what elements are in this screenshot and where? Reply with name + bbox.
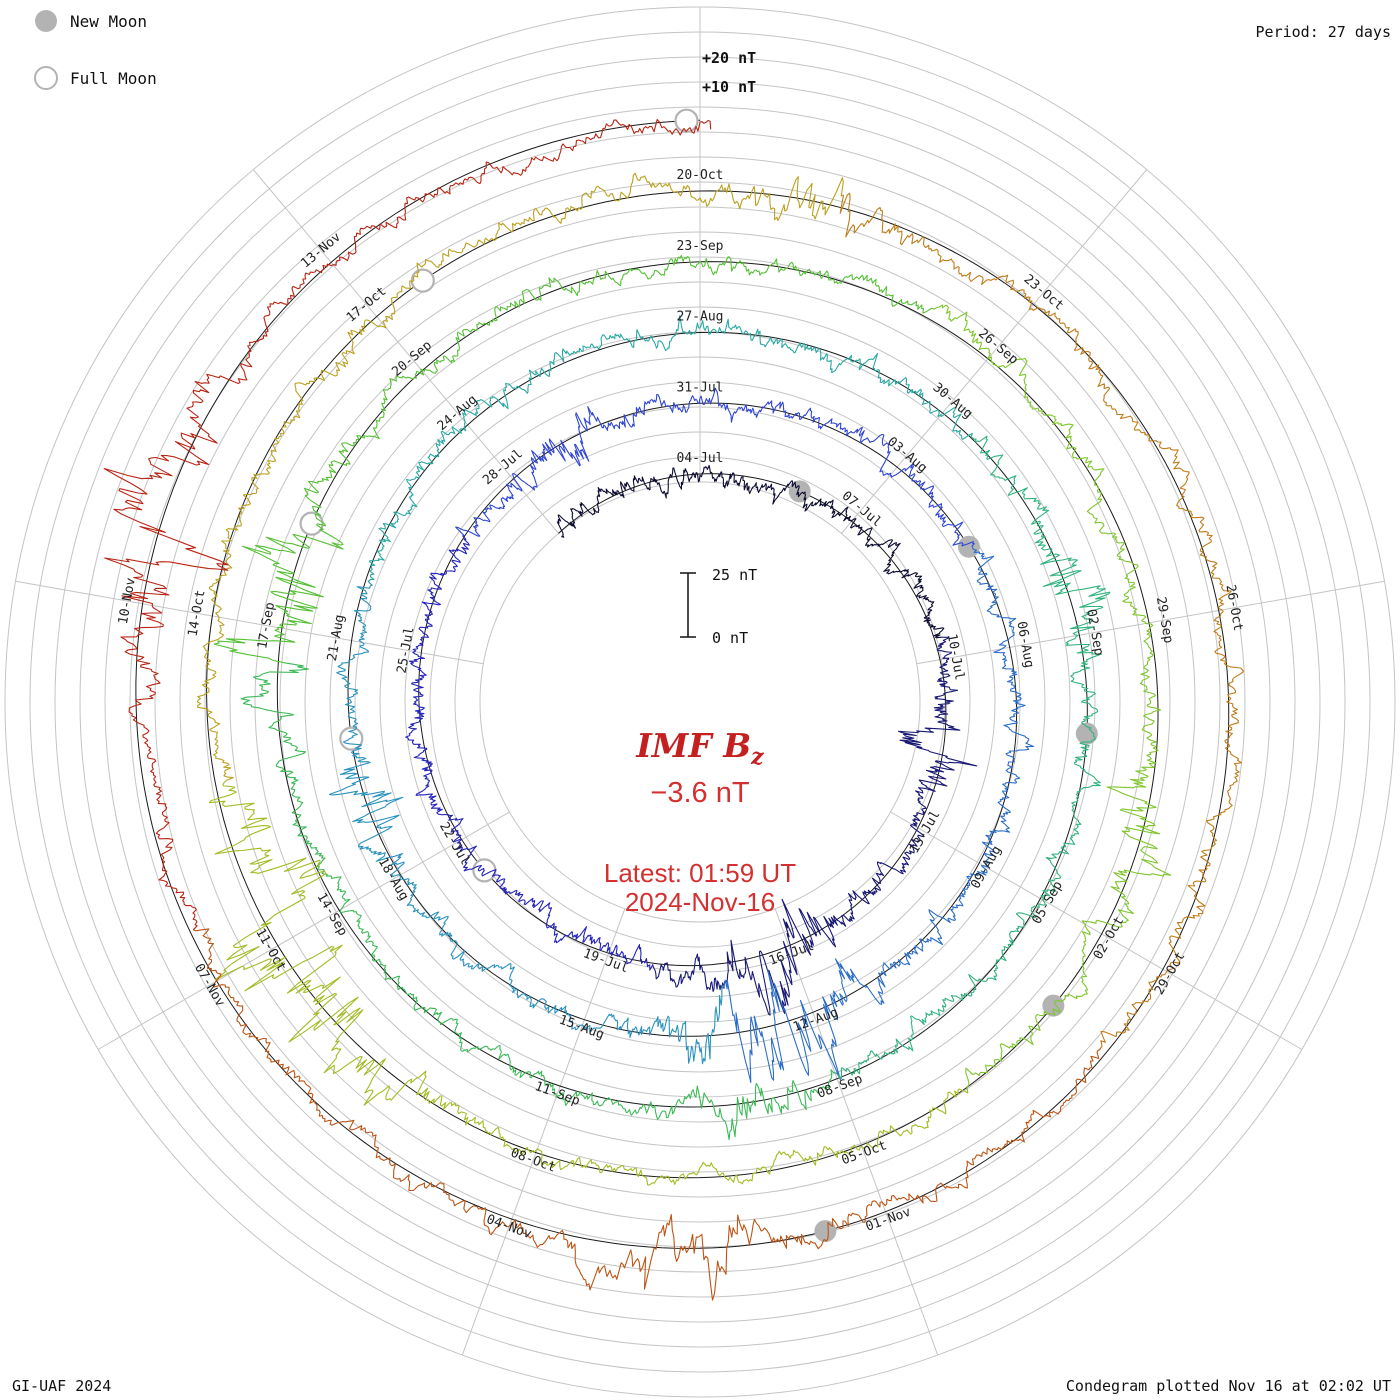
- grid-spoke: [252, 169, 559, 534]
- grid-ring: [479, 481, 921, 923]
- date-tick-label: 29-Oct: [1152, 949, 1188, 997]
- grid-spoke: [890, 811, 1303, 1050]
- bz-trace-band: [213, 254, 933, 664]
- bz-trace-band: [405, 535, 654, 971]
- date-tick-label: 19-Jul: [581, 946, 630, 976]
- bz-trace-band: [192, 928, 1102, 1301]
- date-tick-label: 20-Sep: [389, 338, 435, 380]
- new-moon-marker: [1075, 722, 1098, 745]
- full-moon-marker: [299, 511, 324, 536]
- date-tick-label: 06-Aug: [1013, 620, 1036, 669]
- imf-bz-current-value: −3.6 nT: [650, 777, 749, 809]
- date-tick-label: 13-Nov: [298, 230, 344, 272]
- new-moon-marker: [1042, 994, 1065, 1017]
- date-tick-label: 11-Oct: [252, 926, 288, 974]
- date-tick-label: 04-Nov: [484, 1212, 533, 1242]
- date-tick-label: 23-Sep: [677, 239, 724, 254]
- new-moon-marker: [957, 535, 980, 558]
- moon-legend: New Moon Full Moon: [34, 10, 157, 90]
- plus-10nt-label: +10 nT: [702, 78, 756, 96]
- grid-spoke: [15, 580, 484, 665]
- date-tick-label: 11-Sep: [533, 1079, 582, 1109]
- date-tick-label: 08-Oct: [508, 1146, 557, 1176]
- bz-trace-band: [455, 387, 975, 547]
- bz-trace-band: [839, 192, 1245, 1049]
- bz-trace-band: [208, 780, 969, 1186]
- imf-title-main: IMF B: [635, 726, 751, 765]
- date-tick-label: 12-Aug: [791, 1005, 840, 1035]
- date-tick-label: 01-Nov: [864, 1205, 913, 1235]
- date-tick-label: 30-Aug: [930, 380, 976, 422]
- plus-20nt-label: +20 nT: [702, 49, 756, 67]
- date-tick-label: 16-Jul: [767, 939, 816, 969]
- bz-trace-band: [368, 315, 973, 581]
- imf-bz-title: IMF Bz: [635, 726, 764, 770]
- grid-spoke: [841, 169, 1148, 534]
- date-tick-label: 14-Oct: [186, 589, 209, 638]
- date-tick-label: 24-Aug: [435, 392, 481, 434]
- full-moon-marker: [674, 108, 699, 133]
- date-tick-label: 07-Nov: [191, 961, 228, 1009]
- date-tick-label: 27-Aug: [677, 310, 724, 325]
- date-tick-label: 17-Oct: [344, 284, 390, 326]
- date-tick-label: 31-Jul: [677, 380, 724, 395]
- latest-date-label: 2024-Nov-16: [625, 887, 775, 917]
- date-tick-label: 13-Jul: [907, 808, 943, 856]
- bz-trace-band: [652, 636, 978, 1016]
- full-moon-marker: [410, 268, 435, 293]
- bz-trace-band: [103, 118, 712, 931]
- imf-title-subscript: z: [750, 744, 764, 770]
- bz-trace-band: [240, 662, 833, 1141]
- grid-spoke: [774, 908, 939, 1356]
- latest-time-label: Latest: 01:59 UT: [604, 858, 796, 888]
- date-tick-label: 21-Aug: [325, 613, 348, 662]
- date-tick-label: 04-Jul: [677, 451, 724, 466]
- date-tick-label: 10-Nov: [116, 576, 139, 625]
- bz-trace-band: [830, 432, 1111, 1079]
- date-tick-label: 08-Sep: [815, 1072, 864, 1102]
- full-moon-legend-icon: [34, 66, 58, 90]
- bz-traces: [103, 118, 1245, 1301]
- date-tick-label: 29-Sep: [1153, 596, 1176, 645]
- new-moon-legend-label: New Moon: [70, 12, 147, 31]
- credit-label: GI-UAF 2024: [12, 1377, 111, 1395]
- date-tick-label: 26-Oct: [1222, 583, 1245, 632]
- grid-spoke: [461, 908, 626, 1356]
- grid-spoke: [97, 811, 510, 1050]
- bz-trace-band: [932, 304, 1172, 1094]
- full-moon-legend-label: Full Moon: [70, 69, 157, 88]
- grid-spoke: [916, 580, 1385, 665]
- new-moon-legend-icon: [35, 10, 57, 32]
- date-tick-label: 05-Sep: [1030, 879, 1067, 927]
- scale-bar-top-label: 25 nT: [712, 566, 757, 584]
- bz-trace-band: [328, 580, 725, 1065]
- date-tick-label: 17-Sep: [255, 601, 278, 650]
- date-tick-label: 20-Oct: [677, 168, 724, 183]
- period-label: Period: 27 days: [1256, 23, 1391, 41]
- bz-trace-band: [723, 545, 1035, 1083]
- bz-trace-band: [556, 464, 945, 639]
- date-tick-label: 15-Aug: [557, 1013, 606, 1043]
- scale-bar-bottom-label: 0 nT: [712, 629, 748, 647]
- amplitude-scale-bar: 25 nT 0 nT: [680, 566, 757, 647]
- plotted-timestamp-label: Condegram plotted Nov 16 at 02:02 UT: [1066, 1377, 1391, 1395]
- date-tick-label: 26-Sep: [975, 326, 1021, 368]
- polar-grid: [4, 6, 1396, 1398]
- bz-trace-band: [196, 172, 844, 781]
